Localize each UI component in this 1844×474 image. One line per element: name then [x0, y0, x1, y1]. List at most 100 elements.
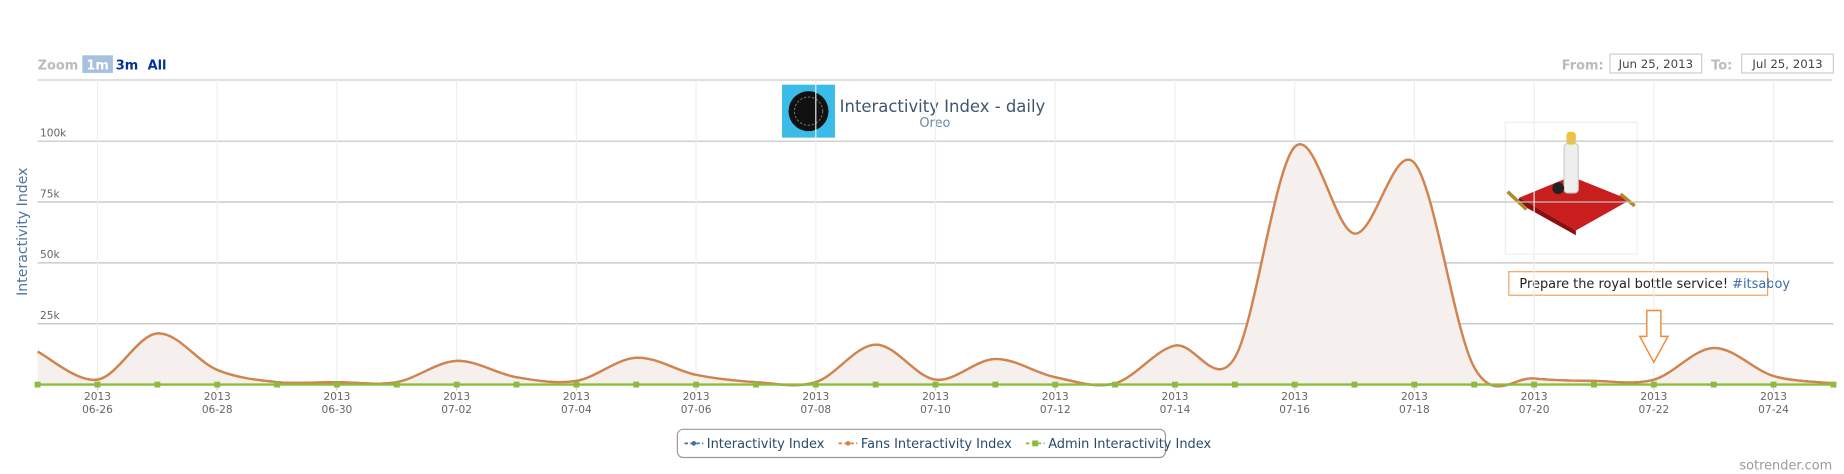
to-input[interactable] — [1741, 53, 1835, 74]
x-tick-label: 2013 07-10 — [920, 391, 951, 416]
cookie — [1552, 182, 1565, 195]
x-tick-year: 2013 — [1640, 391, 1667, 403]
x-tick-label: 2013 07-18 — [1399, 391, 1430, 416]
x-tick-day: 07-24 — [1758, 404, 1789, 416]
x-tick-day: 07-06 — [681, 404, 712, 416]
x-tick-label: 2013 06-30 — [322, 391, 353, 416]
zoom-label: Zoom — [38, 58, 79, 73]
to-label: To: — [1711, 58, 1732, 73]
x-tick-year: 2013 — [84, 391, 111, 403]
point-marker — [1531, 381, 1538, 388]
point-marker — [393, 381, 400, 388]
point-marker — [1591, 381, 1597, 388]
x-tick-label: 2013 07-04 — [561, 391, 592, 416]
point-marker — [1351, 381, 1358, 388]
x-tick-year: 2013 — [683, 391, 710, 403]
point-marker — [1172, 381, 1178, 388]
point-marker — [1231, 381, 1238, 388]
point-marker — [932, 381, 939, 388]
x-tick-label: 2013 07-16 — [1279, 391, 1310, 416]
x-tick-year: 2013 — [1401, 391, 1428, 403]
point-marker — [1112, 381, 1119, 388]
x-tick-label: 2013 06-28 — [202, 391, 233, 416]
x-tick-label: 2013 07-22 — [1638, 391, 1669, 416]
x-tick-day: 07-20 — [1519, 404, 1550, 416]
point-marker — [453, 381, 460, 388]
zoom-button[interactable]: 3m — [116, 58, 138, 73]
annotation-text: Prepare the royal bottle service! #itsab… — [1519, 277, 1790, 292]
legend-label[interactable]: Interactivity Index — [707, 437, 825, 452]
annotation-hashtag: #itsaboy — [1732, 277, 1790, 292]
point-marker — [573, 381, 580, 388]
legend — [676, 428, 1167, 459]
legend-marker[interactable] — [1032, 440, 1039, 447]
x-tick-day: 07-04 — [561, 404, 592, 416]
x-tick-year: 2013 — [443, 391, 470, 403]
legend-marker[interactable] — [845, 441, 851, 446]
pillow-side — [1517, 197, 1576, 236]
point-marker — [693, 381, 700, 388]
x-tick-day: 06-26 — [82, 404, 113, 416]
legend-label[interactable]: Fans Interactivity Index — [861, 437, 1012, 452]
point-marker — [992, 381, 999, 388]
bottle — [1563, 142, 1579, 194]
point-marker — [872, 381, 879, 388]
chart-title: Interactivity Index - daily — [840, 97, 1046, 116]
from-input[interactable] — [1609, 53, 1703, 74]
x-tick-day: 07-16 — [1279, 404, 1310, 416]
point-marker — [333, 381, 340, 388]
y-tick-label: 25k — [40, 310, 60, 322]
y-tick-label: 50k — [40, 249, 60, 261]
area-fill — [37, 144, 1834, 387]
to-value[interactable]: Jul 25, 2013 — [1751, 57, 1822, 71]
point-marker — [1650, 381, 1657, 388]
annotation-text-main: Prepare the royal bottle service! — [1519, 277, 1728, 292]
x-tick-year: 2013 — [802, 391, 829, 403]
x-tick-year: 2013 — [1042, 391, 1069, 403]
point-marker — [34, 381, 41, 388]
pillow — [1519, 176, 1630, 231]
y-axis-label: Interactivity Index — [15, 167, 31, 295]
x-tick-year: 2013 — [204, 391, 231, 403]
zoom-button-bg[interactable] — [82, 55, 113, 73]
point-marker — [812, 381, 819, 388]
x-tick-day: 07-14 — [1160, 404, 1191, 416]
credit: sotrender.com — [1739, 458, 1832, 473]
annotation-box — [1508, 271, 1769, 296]
x-tick-year: 2013 — [1281, 391, 1308, 403]
legend-marker[interactable] — [691, 441, 697, 446]
x-tick-label: 2013 07-24 — [1758, 391, 1789, 416]
x-tick-year: 2013 — [1760, 391, 1787, 403]
x-tick-label: 2013 07-20 — [1519, 391, 1550, 416]
y-tick-label: 75k — [40, 188, 60, 200]
point-marker — [274, 381, 281, 388]
x-tick-year: 2013 — [1162, 391, 1189, 403]
from-value[interactable]: Jun 25, 2013 — [1618, 57, 1693, 71]
x-tick-label: 2013 07-02 — [441, 391, 472, 416]
x-tick-day: 07-18 — [1399, 404, 1430, 416]
x-tick-day: 07-12 — [1040, 404, 1071, 416]
tassel — [1506, 190, 1528, 211]
x-tick-label: 2013 06-26 — [82, 391, 113, 416]
legend-label[interactable]: Admin Interactivity Index — [1048, 437, 1211, 452]
x-tick-label: 2013 07-06 — [681, 391, 712, 416]
annotation-arrow — [1638, 309, 1670, 364]
x-tick-day: 07-10 — [920, 404, 951, 416]
x-tick-day: 06-30 — [322, 404, 353, 416]
point-marker — [1830, 381, 1837, 388]
point-marker — [94, 381, 101, 388]
from-label: From: — [1562, 58, 1604, 73]
point-marker — [1770, 381, 1777, 388]
point-marker — [1710, 381, 1717, 388]
zoom-button[interactable]: All — [148, 58, 167, 73]
tassel — [1619, 192, 1636, 208]
x-tick-year: 2013 — [323, 391, 350, 403]
point-marker — [633, 381, 640, 388]
x-tick-year: 2013 — [563, 391, 590, 403]
logo-detail — [793, 96, 824, 126]
zoom-button[interactable]: 1m — [86, 58, 108, 73]
x-tick-day: 06-28 — [202, 404, 233, 416]
y-tick-label: 100k — [40, 127, 67, 139]
point-marker — [1052, 381, 1059, 388]
